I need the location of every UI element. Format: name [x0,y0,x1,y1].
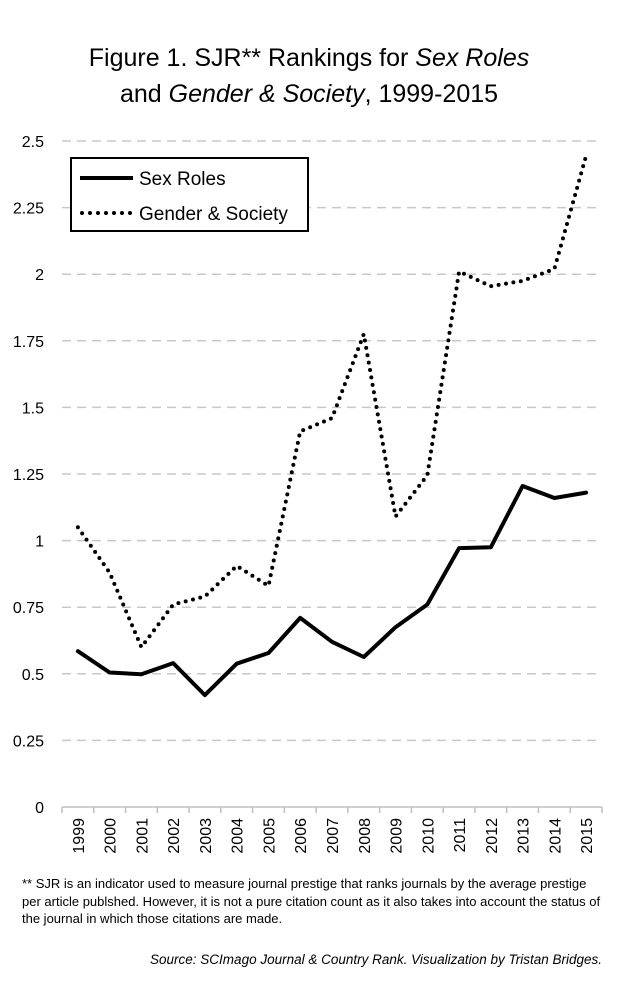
x-tick-label: 2006 [293,818,310,854]
source-credit: Source: SCImago Journal & Country Rank. … [150,952,602,967]
y-tick-label: 0 [35,800,44,817]
legend-box [70,157,309,232]
x-tick-label: 2000 [103,818,120,854]
y-tick-label: 1.25 [13,467,44,484]
x-tick-label: 2012 [484,818,501,854]
x-tick-label: 1999 [71,818,88,854]
y-tick-label: 2.5 [22,134,44,151]
x-tick-label: 2014 [547,818,564,854]
x-tick-label: 2011 [452,818,469,853]
series-lines [75,153,589,698]
title-journal-sex-roles: Sex Roles [415,44,530,72]
x-tick-label: 2010 [420,818,437,854]
x-tick-label: 2001 [134,818,151,854]
x-tick-label: 2008 [357,818,374,854]
y-tick-label: 2 [35,267,44,284]
x-tick-label: 2009 [389,818,406,854]
x-tick-label: 2004 [230,818,247,854]
y-tick-label: 0.75 [13,600,44,617]
y-tick-label: 1 [35,534,44,551]
chart-title: Figure 1. SJR** Rankings for Sex Roles a… [0,40,618,112]
legend: Sex Roles Gender & Society [70,157,309,232]
x-tick-label: 2003 [198,818,215,854]
title-journal-gender-society: Gender & Society [168,80,365,108]
x-tick-label: 2015 [579,818,596,854]
series-line-gender-society [75,153,589,650]
x-axis-tick-labels: 1999 2000 2001 2002 2003 2004 2005 2006 2007 2008… [71,818,596,854]
gridlines [61,140,603,813]
series-line-sex-roles [75,484,589,698]
y-tick-label: 1.75 [13,334,44,351]
legend-label-gender-society: Gender & Society [139,204,288,225]
title-line-2: and Gender & Society, 1999-2015 [119,80,499,108]
x-tick-label: 2005 [261,818,278,854]
y-tick-label: 2.25 [13,201,44,218]
title-line-1: Figure 1. SJR** Rankings for Sex Roles [88,44,530,72]
x-tick-label: 2013 [516,818,533,854]
x-tick-label: 2007 [325,818,342,854]
legend-label-sex-roles: Sex Roles [139,169,226,190]
y-axis-tick-labels: 0 0.25 0.5 0.75 1 1.25 1.5 1.75 2 2.25 2.5 [13,134,44,817]
y-tick-label: 0.5 [22,667,44,684]
x-tick-label: 2002 [166,818,183,854]
line-chart: 0 0.25 0.5 0.75 1 1.25 1.5 1.75 2 2.25 2.5 1999 200… [13,134,603,854]
y-tick-label: 0.25 [13,733,44,750]
y-tick-label: 1.5 [22,400,44,417]
footnote: ** SJR is an indicator used to measure j… [22,876,601,926]
